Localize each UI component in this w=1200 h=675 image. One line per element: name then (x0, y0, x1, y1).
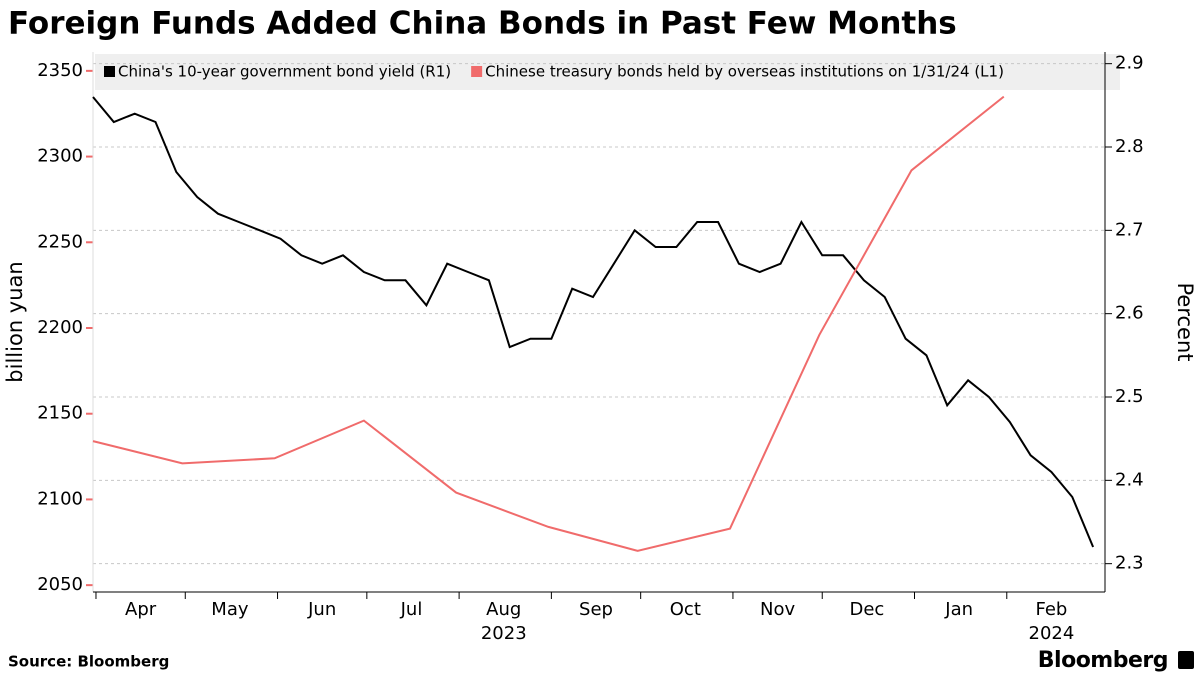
legend-background (95, 54, 1120, 90)
chart-title: Foreign Funds Added China Bonds in Past … (8, 6, 957, 42)
series-line (92, 96, 1095, 548)
y-tick-label: 2250 (37, 231, 83, 252)
y2-axis-label: Percent (1173, 282, 1197, 361)
y-tick-label: 2300 (37, 146, 83, 167)
x-tick-label: Feb (1035, 599, 1067, 620)
x-tick-label: Oct (670, 599, 701, 620)
y-tick-label: 2150 (37, 403, 83, 424)
y2-tick-label: 2.3 (1115, 553, 1144, 574)
series-line (92, 95, 1005, 552)
y2-tick-label: 2.5 (1115, 386, 1144, 407)
x-tick-label: May (211, 599, 249, 620)
x-tick-label: Jul (400, 599, 423, 620)
y-tick-label: 2100 (37, 488, 83, 509)
y2-tick-label: 2.6 (1115, 303, 1144, 324)
x-tick-label: Jun (307, 599, 336, 620)
y2-tick-label: 2.4 (1115, 469, 1144, 490)
legend-label: Chinese treasury bonds held by overseas … (485, 63, 1004, 81)
legend-swatch (104, 66, 115, 77)
x-tick-label: Aug (486, 599, 521, 620)
x-year-label: 2024 (1029, 623, 1075, 644)
x-year-label: 2023 (481, 623, 527, 644)
brand: Bloomberg (1038, 648, 1168, 673)
x-tick-label: Dec (849, 599, 884, 620)
y2-tick-label: 2.7 (1115, 219, 1144, 240)
brand-icon (1178, 651, 1194, 669)
y-tick-label: 2350 (37, 60, 83, 81)
legend-label: China's 10-year government bond yield (R… (118, 63, 451, 81)
y2-tick-label: 2.9 (1115, 53, 1144, 74)
y-tick-label: 2200 (37, 317, 83, 338)
y2-tick-label: 2.8 (1115, 136, 1144, 157)
legend-swatch (471, 66, 483, 77)
x-tick-label: Sep (579, 599, 613, 620)
x-tick-label: Nov (760, 599, 795, 620)
source: Source: Bloomberg (8, 653, 169, 671)
x-tick-label: Jan (944, 599, 973, 620)
x-tick-label: Apr (125, 599, 157, 620)
y-tick-label: 2050 (37, 574, 83, 595)
y-axis-label: billion yuan (3, 261, 27, 382)
